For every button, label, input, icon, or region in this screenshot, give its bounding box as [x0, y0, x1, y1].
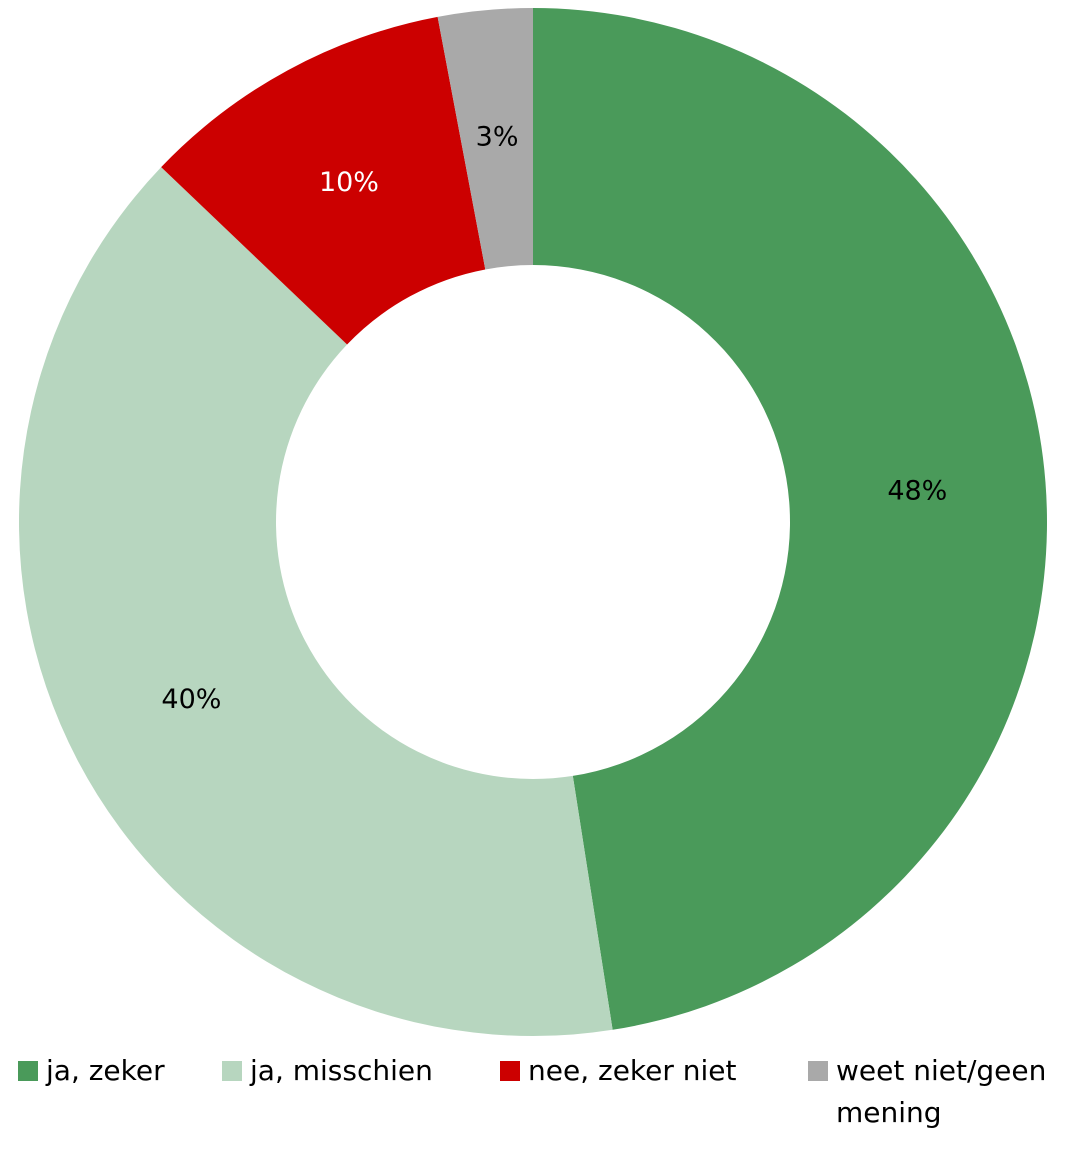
- data-label: 40%: [161, 684, 221, 715]
- legend-item: ja, misschien: [222, 1050, 492, 1092]
- legend-swatch: [808, 1061, 828, 1081]
- legend-label: ja, misschien: [250, 1054, 433, 1087]
- donut-segment: [533, 8, 1048, 1030]
- legend-item: ja, zeker: [18, 1050, 218, 1092]
- data-label: 3%: [476, 122, 519, 153]
- legend-swatch: [500, 1061, 520, 1081]
- donut-segment: [18, 167, 613, 1036]
- legend-swatch: [18, 1061, 38, 1081]
- donut-segment: [161, 16, 486, 345]
- legend-swatch: [222, 1061, 242, 1081]
- data-label: 48%: [887, 476, 947, 507]
- legend-item: weet niet/geen mening: [808, 1050, 1068, 1134]
- legend-label: nee, zeker niet: [528, 1054, 737, 1087]
- legend: ja, zeker ja, misschien nee, zeker niet wee…: [0, 1050, 1084, 1166]
- legend-item: nee, zeker niet: [500, 1050, 800, 1092]
- legend-label: ja, zeker: [46, 1054, 165, 1087]
- donut-segment: [437, 8, 533, 270]
- chart: 48% 40% 10% 3%: [18, 8, 1048, 1036]
- legend-label: weet niet/geen mening: [836, 1054, 1047, 1129]
- data-label: 10%: [319, 167, 379, 198]
